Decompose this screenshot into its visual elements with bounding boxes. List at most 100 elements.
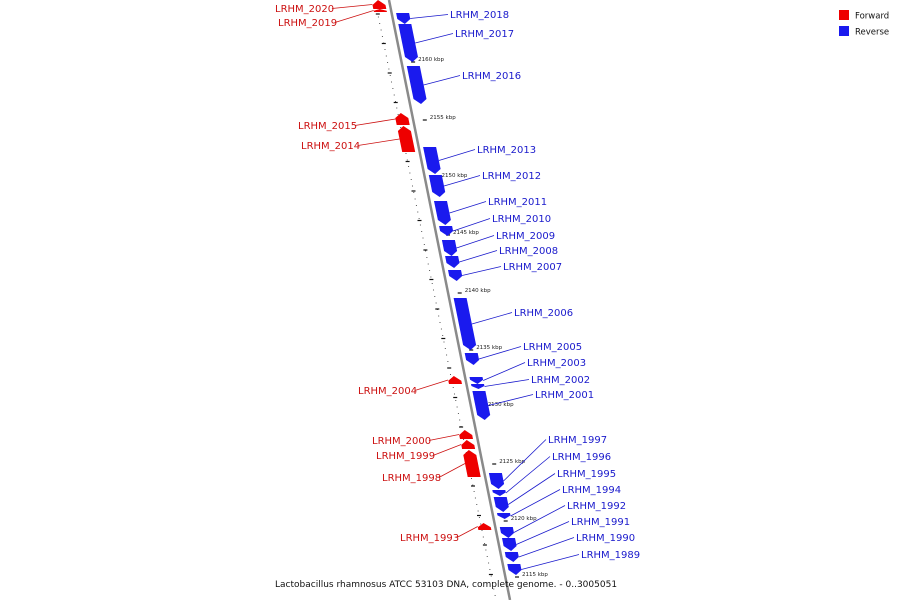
guide-dot — [394, 100, 397, 103]
gene-label-lrhm_1994[interactable]: LRHM_1994 — [562, 485, 621, 496]
gene-label-lrhm_2000[interactable]: LRHM_2000 — [372, 436, 431, 447]
gene-label-lrhm_2012[interactable]: LRHM_2012 — [482, 171, 541, 182]
gene-lrhm_2012[interactable] — [428, 175, 446, 197]
gene-lrhm_2002[interactable] — [471, 384, 485, 389]
axis-tick-label: 2115 kbp — [522, 572, 548, 578]
gene-label-lrhm_2003[interactable]: LRHM_2003 — [527, 358, 586, 369]
guide-dot — [474, 497, 476, 499]
gene-lrhm_1989[interactable] — [507, 564, 522, 575]
gene-label-lrhm_2013[interactable]: LRHM_2013 — [477, 145, 536, 156]
gene-lrhm_2003[interactable] — [469, 377, 484, 384]
gene-label-lrhm_2005[interactable]: LRHM_2005 — [523, 342, 582, 353]
gene-lrhm_2015[interactable] — [395, 113, 410, 125]
leader-lrhm_1996 — [505, 456, 551, 494]
leader-lrhm_1999 — [432, 444, 462, 456]
gene-label-lrhm_2011[interactable]: LRHM_2011 — [488, 197, 547, 208]
gene-lrhm_2005[interactable] — [464, 353, 480, 365]
guide-dot — [488, 562, 490, 564]
guide-dot — [396, 107, 398, 109]
guide-dot — [413, 191, 415, 194]
guide-dot — [411, 185, 414, 187]
gene-label-lrhm_1993[interactable]: LRHM_1993 — [400, 533, 459, 544]
guide-dot — [476, 503, 478, 506]
gene-label-lrhm_2002[interactable]: LRHM_2002 — [531, 375, 590, 386]
gene-lrhm_2013[interactable] — [423, 147, 441, 174]
gene-label-lrhm_1992[interactable]: LRHM_1992 — [567, 501, 626, 512]
axis-tick-label: 2155 kbp — [430, 115, 456, 121]
gene-label-lrhm_2020[interactable]: LRHM_2020 — [275, 4, 334, 15]
gene-label-lrhm_2015[interactable]: LRHM_2015 — [298, 121, 357, 132]
guide-dot — [444, 347, 446, 350]
leader-lrhm_2000 — [428, 434, 460, 441]
leader-lrhm_2005 — [478, 346, 522, 360]
gene-lrhm_1997[interactable] — [488, 473, 505, 489]
leader-lrhm_2007 — [462, 266, 502, 276]
gene-label-lrhm_2001[interactable]: LRHM_2001 — [535, 390, 594, 401]
gene-label-lrhm_2019[interactable]: LRHM_2019 — [278, 18, 337, 29]
gene-label-lrhm_1999[interactable]: LRHM_1999 — [376, 451, 435, 462]
guide-dot — [482, 536, 484, 538]
gene-lrhm_2007[interactable] — [448, 270, 463, 281]
guide-dot — [440, 328, 442, 330]
gene-label-lrhm_1990[interactable]: LRHM_1990 — [576, 533, 635, 544]
forward-strand-guide — [375, 3, 496, 597]
gene-lrhm_2000[interactable] — [459, 430, 473, 439]
guide-dot — [485, 549, 487, 551]
leader-lrhm_2015 — [354, 118, 396, 126]
gene-label-lrhm_2017[interactable]: LRHM_2017 — [455, 29, 514, 40]
gene-label-lrhm_2010[interactable]: LRHM_2010 — [492, 214, 551, 225]
gene-lrhm_1991[interactable] — [502, 538, 517, 551]
guide-dot — [389, 74, 391, 77]
gene-label-lrhm_1989[interactable]: LRHM_1989 — [581, 550, 640, 561]
gene-lrhm_2018[interactable] — [396, 13, 411, 24]
gene-label-lrhm_1991[interactable]: LRHM_1991 — [571, 517, 630, 528]
gene-lrhm_2017[interactable] — [398, 24, 418, 62]
gene-label-lrhm_1998[interactable]: LRHM_1998 — [382, 473, 441, 484]
gene-label-lrhm_2014[interactable]: LRHM_2014 — [301, 141, 360, 152]
gene-lrhm_2020[interactable] — [372, 0, 387, 9]
legend-label-reverse: Reverse — [855, 28, 889, 38]
gene-lrhm_2006[interactable] — [453, 298, 477, 350]
guide-dot — [379, 22, 381, 25]
genome-backbone — [387, 0, 512, 600]
guide-dot — [470, 477, 473, 480]
gene-label-lrhm_2004[interactable]: LRHM_2004 — [358, 386, 417, 397]
gene-label-lrhm_2018[interactable]: LRHM_2018 — [450, 10, 509, 21]
guide-dot — [430, 276, 432, 278]
gene-lrhm_2019[interactable] — [373, 9, 387, 12]
gene-lrhm_2009[interactable] — [441, 240, 458, 256]
axis-tick-label: 2140 kbp — [465, 288, 491, 294]
gene-lrhm_2014[interactable] — [397, 126, 416, 152]
gene-features — [372, 0, 522, 575]
gene-lrhm_1996[interactable] — [492, 490, 506, 496]
gene-label-lrhm_2008[interactable]: LRHM_2008 — [499, 246, 558, 257]
gene-label-lrhm_1995[interactable]: LRHM_1995 — [557, 469, 616, 480]
gene-lrhm_1992[interactable] — [499, 527, 514, 538]
gene-lrhm_1995[interactable] — [493, 497, 509, 512]
gene-label-lrhm_2006[interactable]: LRHM_2006 — [514, 308, 573, 319]
gene-lrhm_2008[interactable] — [445, 256, 460, 268]
leader-lrhm_2002 — [484, 379, 530, 387]
gene-label-lrhm_2016[interactable]: LRHM_2016 — [462, 71, 521, 82]
guide-dot — [429, 269, 431, 272]
gene-lrhm_1994[interactable] — [497, 513, 511, 519]
gene-lrhm_2010[interactable] — [439, 226, 454, 236]
guide-dot — [417, 211, 419, 213]
gene-lrhm_2001[interactable] — [472, 391, 491, 420]
guide-dot — [484, 542, 486, 545]
guide-dot — [491, 581, 494, 584]
gene-lrhm_1999[interactable] — [461, 440, 476, 449]
axis-tick-label: 2120 kbp — [511, 516, 537, 522]
gene-label-lrhm_1997[interactable]: LRHM_1997 — [548, 435, 607, 446]
gene-label-lrhm_2007[interactable]: LRHM_2007 — [503, 262, 562, 273]
gene-lrhm_2004[interactable] — [448, 376, 462, 384]
gene-lrhm_2016[interactable] — [406, 66, 427, 104]
gene-lrhm_1990[interactable] — [504, 552, 519, 562]
guide-dot — [423, 243, 425, 246]
guide-dot — [449, 373, 452, 376]
gene-lrhm_2011[interactable] — [434, 201, 451, 225]
gene-lrhm_1993[interactable] — [477, 523, 492, 530]
gene-label-lrhm_1996[interactable]: LRHM_1996 — [552, 452, 611, 463]
gene-lrhm_1998[interactable] — [463, 450, 481, 477]
gene-label-lrhm_2009[interactable]: LRHM_2009 — [496, 231, 555, 242]
